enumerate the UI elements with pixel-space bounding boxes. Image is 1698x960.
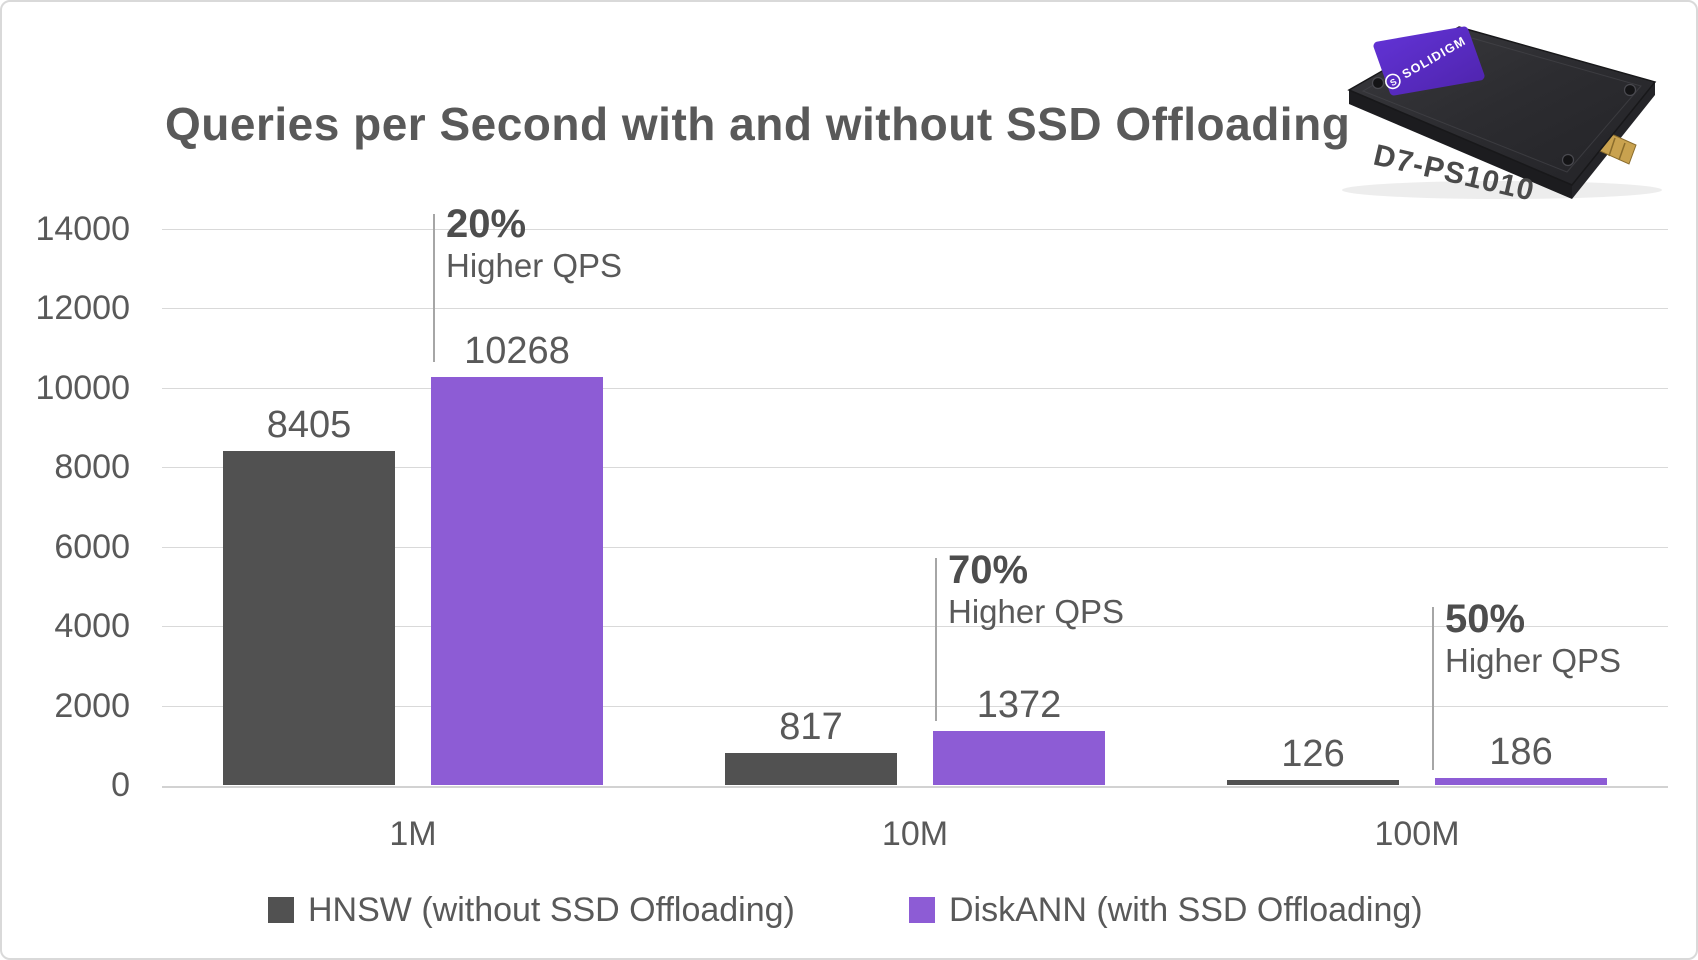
legend-item-hnsw: HNSW (without SSD Offloading) [268,891,795,929]
ssd-screw [1371,76,1385,90]
y-axis-tick-0: 0 [111,766,130,804]
gridline-14000 [162,229,1668,230]
y-axis-tick-14000: 14000 [35,210,130,248]
ssd-side-left [1349,90,1572,199]
bar-value-label: 8405 [266,404,352,447]
annotation-sub: Higher QPS [1445,642,1622,679]
annotation-line-1M [433,214,435,362]
legend-label-diskann: DiskANN (with SSD Offloading) [949,891,1423,929]
bar-hnsw-10M [725,752,897,785]
ssd-screw [1623,83,1637,97]
gridline-4000 [162,626,1668,628]
annotation-100M: 50% Higher QPS [1445,597,1621,681]
solidigm-logo-s: S [1388,76,1398,88]
bar-hnsw-1M [223,451,395,785]
legend-swatch-diskann [909,897,935,923]
y-axis-tick-12000: 12000 [35,289,130,328]
annotation-pct: 50% [1445,597,1526,641]
gridline-10000 [162,387,1668,389]
annotation-1M: 20% Higher QPS [446,202,622,286]
annotation-pct: 70% [948,548,1029,592]
x-axis-label-10M: 10M [881,815,949,853]
annotation-line-100M [1432,607,1434,770]
bar-hnsw-100M [1227,779,1399,785]
ssd-screw [1561,153,1575,167]
annotation-10M: 70% Higher QPS [948,548,1124,632]
legend-label-hnsw: HNSW (without SSD Offloading) [308,891,795,929]
bar-value-label: 10268 [464,330,570,373]
ssd-connector-pin [1608,137,1616,157]
y-axis-tick-6000: 6000 [54,527,130,566]
annotation-line-10M [935,558,937,721]
legend-swatch-hnsw [268,897,294,923]
annotation-pct: 20% [446,202,527,246]
x-axis-label-100M: 100M [1374,815,1460,853]
bar-diskann-10M [933,730,1105,785]
gridline-12000 [162,308,1668,310]
bar-diskann-1M [431,377,603,785]
annotation-sub: Higher QPS [446,247,623,284]
y-axis-tick-4000: 4000 [54,607,130,646]
gridline-6000 [162,546,1668,548]
y-axis-tick-2000: 2000 [54,686,130,725]
annotation-sub: Higher QPS [948,593,1125,630]
gridline-8000 [162,467,1668,469]
ssd-product-image: S SOLIDIGM D7-PS1010 [1342,26,1662,202]
bar-value-label: 1372 [976,683,1062,726]
chart-title: Queries per Second with and without SSD … [165,98,1351,150]
bar-value-label: 817 [779,705,843,748]
x-axis-label-1M: 1M [389,815,437,853]
gridline-0 [162,786,1668,788]
y-axis-tick-8000: 8000 [54,448,130,487]
ssd-connector-pin [1618,142,1626,161]
gridline-2000 [162,705,1668,707]
legend-item-diskann: DiskANN (with SSD Offloading) [909,891,1423,929]
y-axis-tick-10000: 10000 [35,368,130,407]
bar-value-label: 126 [1281,732,1345,775]
bar-diskann-100M [1435,777,1607,785]
bar-value-label: 186 [1489,730,1553,773]
